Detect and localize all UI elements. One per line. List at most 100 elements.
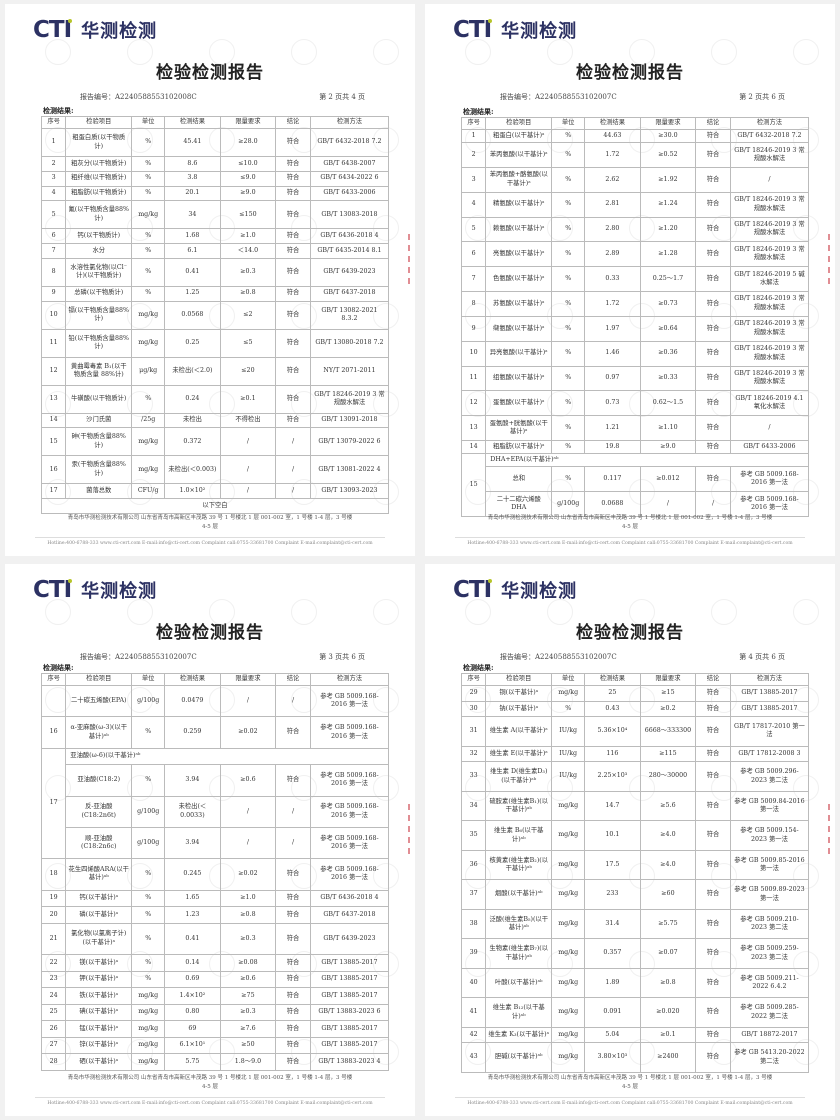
table-row: 11 铅(以干物质含量88%计) mg/kg 0.25 ≤5 符合 GB/T 13080-2… xyxy=(40,328,390,358)
footer-divider xyxy=(35,537,385,538)
table-cell: 0.0688 xyxy=(584,491,641,517)
table-cell: 13 xyxy=(460,415,487,442)
logo-dot-icon xyxy=(68,579,73,583)
table-cell: / xyxy=(219,455,277,485)
column-header: 检测结果 xyxy=(164,116,221,129)
footer-company: 青岛市华测检测技术有限公司 山东省青岛市高新区丰茂路 39 号 1 号楼北 1 … xyxy=(67,1075,353,1090)
table-cell: 0.97 xyxy=(584,365,641,392)
table-cell: 符合 xyxy=(695,415,731,442)
table-cell: 1 xyxy=(40,128,67,157)
table-cell: GB/T 18246-2019 3 常规酸水解法 xyxy=(729,340,810,367)
table-cell: 符合 xyxy=(275,412,311,429)
page-number: 第 2 页共 4 页 xyxy=(319,93,365,101)
table-cell: 0.117 xyxy=(584,466,641,493)
table-cell: 符合 xyxy=(695,466,731,493)
table-cell: 符合 xyxy=(695,685,731,702)
table-cell: 8 xyxy=(40,257,67,287)
watermark-icon xyxy=(793,599,819,625)
table-cell: 符合 xyxy=(695,716,731,747)
table-cell: 参考 GB 5009.211-2022 6.4.2 xyxy=(729,967,810,999)
table-row: 3 粗纤维(以干物质计)% 3.8 ≤9.0 符合 GB/T 6434-2022 6 xyxy=(40,170,390,187)
table-cell: 粗纤维(以干物质计) xyxy=(65,170,133,187)
watermark-icon xyxy=(291,39,317,65)
table-cell: mg/kg xyxy=(131,300,166,330)
table-cell: 色氨酸(以干基计)ᵃ xyxy=(485,266,553,293)
table-cell: ≥115 xyxy=(639,745,697,763)
table-cell: GB/T 13885-2017 xyxy=(729,700,810,718)
column-header: 结论 xyxy=(695,117,731,130)
seal-stamp xyxy=(828,234,835,284)
table-cell: % xyxy=(131,243,166,259)
table-cell: 0.73 xyxy=(584,390,641,417)
table-cell: % xyxy=(131,170,166,187)
table-cell: 233 xyxy=(584,879,641,910)
table-cell: mg/kg xyxy=(551,849,586,881)
table-cell: 不得检出 xyxy=(219,412,277,429)
watermark-icon xyxy=(127,599,153,625)
table-cell: 2.81 xyxy=(584,191,641,218)
table-row: 3 苯丙氨酸+酪氨酸(以干基计)ᵃ% 2.62 ≥1.92 符合 / xyxy=(460,166,810,193)
table-cell: 5.04 xyxy=(584,1026,641,1044)
table-cell: 符合 xyxy=(695,1026,731,1044)
table-cell: 符合 xyxy=(695,879,731,910)
table-cell: 符合 xyxy=(695,166,731,193)
table-cell: 18 xyxy=(40,858,67,891)
table-cell: 黄曲霉毒素 B₁(以干物质含量 88%计) xyxy=(65,356,133,386)
table-cell: 未检出(＜0.003) xyxy=(164,455,221,485)
table-cell: ≥0.3 xyxy=(219,922,277,956)
table-cell: GB/T 18246-2019 3 常规酸水解法 xyxy=(729,142,810,168)
page-number: 第 2 页共 6 页 xyxy=(739,93,785,101)
results-table: 序号 检验项目 单位 检测结果 限量要求 结论 检测方法 二十碳五烯酸(EPA) g/100g 0… xyxy=(40,673,390,1071)
column-header: 单位 xyxy=(551,673,586,686)
report-number: 报告编号：A2240588553102007C xyxy=(500,653,617,661)
table-cell: 符合 xyxy=(275,356,311,386)
seal-stamp xyxy=(408,234,415,284)
table-cell: 1.97 xyxy=(584,315,641,342)
table-cell: 顺-亚油酸(C18:2n6c) xyxy=(65,826,133,860)
table-cell: 36 xyxy=(460,849,487,881)
group-title: 亚油酸(ω-6)(以干基计)ᵃᵇ xyxy=(65,747,389,766)
results-label: 检测结果: xyxy=(43,106,74,115)
table-row: 6 亮氨酸(以干基计)ᵃ% 2.89 ≥1.28 符合 GB/T 18246-2019 3… xyxy=(460,241,810,268)
table-cell: 30 xyxy=(460,700,487,718)
report-number: 报告编号：A2240588553102007C xyxy=(500,93,617,101)
table-cell: GB/T 17817-2010 第一法 xyxy=(729,716,810,747)
table-cell: 2.25×10³ xyxy=(584,761,641,792)
table-cell: 符合 xyxy=(695,315,731,342)
table-cell: 4 xyxy=(460,191,487,218)
table-cell: 赖氨酸(以干基计)ᵃ xyxy=(485,216,553,243)
table-cell: 0.357 xyxy=(584,938,641,969)
table-cell: 0.62～1.5 xyxy=(639,390,697,417)
table-cell: 参考 GB 5009.85-2016 第一法 xyxy=(729,849,810,881)
table-cell: 符合 xyxy=(275,716,311,749)
table-cell: % xyxy=(551,340,586,367)
table-cell: ≤9.0 xyxy=(219,170,277,187)
table-cell: 15 xyxy=(40,427,67,457)
table-row: 43 胆碱(以干基计)ᵃᵇ mg/kg 3.80×10³ ≥2400 符合 参考 GB 54… xyxy=(460,1042,810,1073)
table-cell: mg/kg xyxy=(131,328,166,358)
table-cell: 0.245 xyxy=(164,858,221,891)
results-label: 检测结果: xyxy=(43,663,74,672)
table-cell: 1.72 xyxy=(584,291,641,317)
table-cell: 符合 xyxy=(695,908,731,940)
table-cell: /25g xyxy=(131,412,166,429)
watermark-icon xyxy=(711,599,737,625)
table-cell: 核黄素(维生素B₂)(以干基计)ᵃᵇ xyxy=(485,849,553,881)
table-cell: 符合 xyxy=(275,185,311,202)
table-cell: % xyxy=(551,365,586,392)
table-cell: 汞(干物质含量88%计) xyxy=(65,455,133,485)
watermark-icon xyxy=(45,599,71,625)
table-header: 序号 检验项目 单位 检测结果 限量要求 结论 检测方法 xyxy=(40,116,390,129)
table-cell: 20 xyxy=(40,906,67,924)
watermark-icon xyxy=(465,599,491,625)
table-cell: 符合 xyxy=(275,285,311,302)
column-header: 序号 xyxy=(40,116,67,129)
table-cell: GB/T 18246-2019 3 常规酸水解法 xyxy=(729,216,810,243)
table-note-row: 以下空白 xyxy=(41,498,389,514)
table-cell: % xyxy=(131,156,166,172)
table-cell: 符合 xyxy=(275,889,311,908)
page-number: 第 3 页共 6 页 xyxy=(319,653,365,661)
footer-contact: Hotline:400-6788-333 www.cti-cert.com E-… xyxy=(467,541,793,546)
table-cell: / xyxy=(275,455,311,485)
footer-divider xyxy=(35,1097,385,1098)
